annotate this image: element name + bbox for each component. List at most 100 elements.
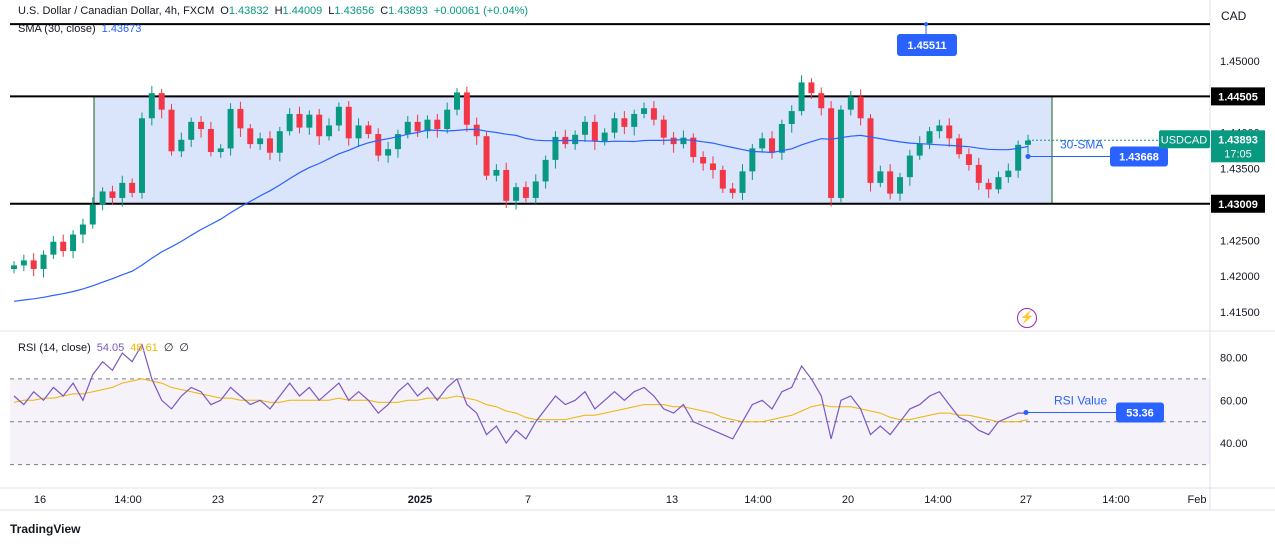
candle-body (79, 224, 86, 235)
candle-body (414, 121, 421, 132)
sma-annotation-label: 30-SMA (1060, 137, 1103, 151)
rsi-legend: RSI (14, close) 54.05 48.61 ∅ ∅ (18, 341, 195, 354)
candle-body (926, 131, 933, 144)
candle-body (50, 241, 57, 255)
rsi-ma-line (13, 378, 1029, 423)
candle-body (257, 138, 264, 145)
candle-body (936, 125, 943, 132)
candle-body (198, 121, 205, 130)
candle-body (572, 134, 579, 145)
sma-value-box (1110, 146, 1168, 167)
sma-legend-label: SMA (30, close) (18, 23, 96, 35)
candle-body (355, 125, 362, 139)
candle-body (385, 149, 392, 156)
candle-body (286, 113, 293, 132)
candle-body (552, 136, 559, 160)
time-tick-label: 2025 (408, 494, 432, 506)
candle-body (296, 113, 303, 128)
time-tick-label: 23 (212, 494, 224, 506)
candle-body (778, 124, 785, 153)
candle-body (207, 129, 214, 153)
time-tick-label: 14:00 (114, 494, 142, 506)
candle-body (808, 82, 815, 94)
candle-body (20, 260, 27, 266)
candle-body (837, 109, 844, 198)
candle-body (129, 182, 136, 193)
price-tick-label: 1.42000 (1220, 271, 1260, 283)
price-change: +0.00061 (+0.04%) (433, 5, 529, 17)
ohlc-low: L1.43656 (328, 5, 375, 17)
candle-body (897, 177, 904, 194)
candle-body (739, 171, 746, 193)
sma-legend: SMA (30, close) 1.43673 (18, 23, 147, 35)
candle-body (138, 118, 145, 193)
rsi-value-box (1116, 402, 1164, 423)
time-tick-label: 27 (312, 494, 324, 506)
candle-body (237, 108, 244, 129)
candle-body (719, 169, 726, 189)
candle-body (769, 138, 776, 153)
candle-body (650, 108, 657, 120)
top-callout-label: 1.45511 (907, 40, 946, 52)
support-axis-label: 1.43009 (1218, 199, 1258, 211)
candle-body (759, 138, 766, 149)
candle-body (345, 106, 352, 139)
candle-body (444, 109, 451, 130)
candle-body (690, 137, 697, 158)
currency-label[interactable]: CAD (1221, 9, 1247, 23)
candle-body (434, 119, 441, 130)
time-tick-label: 14:00 (1102, 494, 1130, 506)
time-tick-label: 16 (34, 494, 46, 506)
candle-body (119, 182, 126, 198)
candle-body (60, 241, 67, 252)
time-tick-label: 14:00 (744, 494, 772, 506)
rsi-ma-legend-value: 48.61 (130, 342, 158, 354)
candle-body (670, 137, 677, 145)
candle-body (158, 93, 165, 110)
rsi-line (13, 343, 1028, 445)
candle-body (857, 96, 864, 119)
candle-body (985, 182, 992, 190)
candle-body (503, 169, 510, 201)
sma-legend-value: 1.43673 (101, 23, 142, 35)
candle-body (335, 106, 342, 126)
candle-body (217, 148, 224, 153)
candle-body (965, 154, 972, 165)
candle-body (1025, 140, 1031, 145)
time-tick-label: 27 (1020, 494, 1032, 506)
candle-body (847, 96, 854, 110)
candle-body (483, 136, 490, 176)
candle-body (828, 108, 835, 198)
time-tick-label: Feb (1188, 494, 1207, 506)
candle-body (916, 143, 923, 156)
candle-body (188, 121, 195, 140)
rsi-extra-2: ∅ (179, 342, 189, 354)
candle-body (473, 124, 480, 137)
support-axis-label-box (1211, 194, 1265, 213)
candle-body (276, 131, 283, 153)
lightning-icon[interactable]: ⚡ (1017, 308, 1037, 328)
candle-body (867, 118, 874, 183)
rsi-legend-value: 54.05 (96, 342, 125, 354)
chart-legend: U.S. Dollar / Canadian Dollar, 4h, FXCM O… (18, 5, 534, 17)
candle-body (178, 139, 185, 152)
candle-body (454, 92, 461, 110)
candle-body (463, 92, 470, 125)
rsi-tick-label: 40.00 (1220, 438, 1248, 450)
candle-body (30, 260, 37, 269)
candle-body (601, 132, 608, 142)
resistance-axis-label: 1.44505 (1218, 91, 1258, 103)
top-callout-dot (924, 22, 928, 27)
candle-body (906, 155, 913, 178)
candle-body (404, 121, 411, 135)
current-price-box (1211, 130, 1265, 163)
candle-body (1005, 170, 1012, 178)
rsi-annotation-label: RSI Value (1054, 394, 1107, 408)
candle-body (660, 119, 667, 138)
resistance-axis-label-box (1211, 87, 1265, 106)
symbol-tag-box (1159, 130, 1210, 149)
price-tick-label: 1.42500 (1220, 235, 1260, 247)
candle-body (493, 169, 500, 176)
candle-body (394, 134, 401, 150)
